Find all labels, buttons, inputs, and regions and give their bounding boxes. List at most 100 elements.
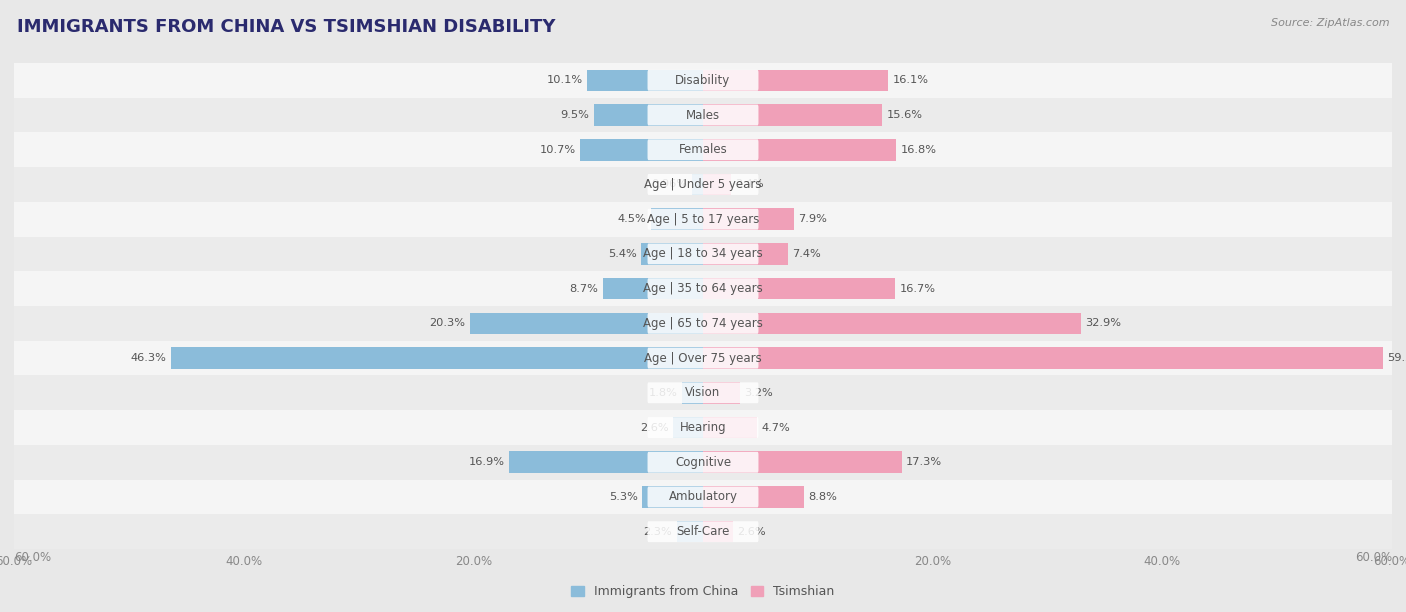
Text: Males: Males [686, 108, 720, 122]
Text: Hearing: Hearing [679, 421, 727, 434]
Bar [703, 278, 894, 299]
Text: 0.96%: 0.96% [651, 179, 688, 190]
FancyBboxPatch shape [648, 452, 758, 472]
Bar [643, 486, 703, 508]
Text: 9.5%: 9.5% [561, 110, 589, 120]
Text: 17.3%: 17.3% [907, 457, 942, 467]
Text: 16.8%: 16.8% [900, 145, 936, 155]
Bar [682, 382, 703, 403]
Text: Age | 65 to 74 years: Age | 65 to 74 years [643, 317, 763, 330]
Text: 60.0%: 60.0% [1355, 551, 1392, 564]
Bar [0, 167, 1406, 202]
FancyBboxPatch shape [648, 382, 758, 403]
Text: 7.9%: 7.9% [799, 214, 827, 224]
Bar [676, 521, 703, 542]
Text: 2.4%: 2.4% [735, 179, 763, 190]
Text: 60.0%: 60.0% [14, 551, 51, 564]
Bar [0, 445, 1406, 480]
Text: 10.1%: 10.1% [547, 75, 582, 85]
Bar [509, 452, 703, 473]
Legend: Immigrants from China, Tsimshian: Immigrants from China, Tsimshian [567, 580, 839, 603]
Text: 2.6%: 2.6% [640, 422, 669, 433]
Bar [703, 486, 804, 508]
FancyBboxPatch shape [648, 174, 758, 195]
FancyBboxPatch shape [648, 70, 758, 91]
Bar [470, 313, 703, 334]
Text: 5.3%: 5.3% [609, 492, 637, 502]
Bar [641, 243, 703, 264]
Text: 16.9%: 16.9% [468, 457, 505, 467]
Bar [581, 139, 703, 160]
Bar [0, 202, 1406, 237]
Text: 16.7%: 16.7% [900, 283, 935, 294]
Bar [603, 278, 703, 299]
Bar [703, 452, 901, 473]
FancyBboxPatch shape [648, 244, 758, 264]
Text: 15.6%: 15.6% [887, 110, 922, 120]
Text: 7.4%: 7.4% [793, 249, 821, 259]
Bar [703, 382, 740, 403]
Bar [0, 375, 1406, 410]
Text: 8.8%: 8.8% [808, 492, 838, 502]
Bar [703, 348, 1382, 369]
Bar [0, 271, 1406, 306]
Text: Females: Females [679, 143, 727, 156]
Bar [651, 209, 703, 230]
Text: 10.7%: 10.7% [540, 145, 575, 155]
Text: 4.7%: 4.7% [762, 422, 790, 433]
Bar [0, 132, 1406, 167]
FancyBboxPatch shape [648, 209, 758, 230]
Bar [703, 209, 794, 230]
Text: Source: ZipAtlas.com: Source: ZipAtlas.com [1271, 18, 1389, 28]
Bar [0, 98, 1406, 132]
Text: Age | 18 to 34 years: Age | 18 to 34 years [643, 247, 763, 261]
Bar [703, 70, 887, 91]
FancyBboxPatch shape [648, 348, 758, 368]
Text: Age | 5 to 17 years: Age | 5 to 17 years [647, 213, 759, 226]
Bar [703, 313, 1081, 334]
Text: Disability: Disability [675, 74, 731, 87]
Bar [692, 174, 703, 195]
FancyBboxPatch shape [648, 487, 758, 507]
Bar [0, 237, 1406, 271]
Bar [0, 63, 1406, 98]
Text: Age | Under 5 years: Age | Under 5 years [644, 178, 762, 191]
FancyBboxPatch shape [648, 313, 758, 334]
FancyBboxPatch shape [648, 521, 758, 542]
FancyBboxPatch shape [648, 140, 758, 160]
Text: 46.3%: 46.3% [131, 353, 167, 363]
Bar [703, 104, 882, 126]
Bar [0, 410, 1406, 445]
Text: 4.5%: 4.5% [619, 214, 647, 224]
Text: 20.3%: 20.3% [429, 318, 465, 329]
Bar [703, 174, 731, 195]
Text: 5.4%: 5.4% [607, 249, 637, 259]
Text: 2.3%: 2.3% [644, 527, 672, 537]
Bar [172, 348, 703, 369]
Bar [703, 521, 733, 542]
FancyBboxPatch shape [648, 105, 758, 125]
Text: Self-Care: Self-Care [676, 525, 730, 538]
Bar [0, 306, 1406, 341]
Text: IMMIGRANTS FROM CHINA VS TSIMSHIAN DISABILITY: IMMIGRANTS FROM CHINA VS TSIMSHIAN DISAB… [17, 18, 555, 36]
Bar [0, 480, 1406, 514]
Bar [0, 514, 1406, 549]
Text: 3.2%: 3.2% [744, 388, 773, 398]
Text: 59.2%: 59.2% [1388, 353, 1406, 363]
Text: Ambulatory: Ambulatory [668, 490, 738, 504]
Bar [703, 417, 756, 438]
Bar [703, 243, 787, 264]
Text: 32.9%: 32.9% [1085, 318, 1122, 329]
Text: Age | 35 to 64 years: Age | 35 to 64 years [643, 282, 763, 295]
Bar [593, 104, 703, 126]
Bar [673, 417, 703, 438]
Text: 1.8%: 1.8% [648, 388, 678, 398]
Text: 2.6%: 2.6% [738, 527, 766, 537]
Text: Vision: Vision [685, 386, 721, 399]
Text: Cognitive: Cognitive [675, 456, 731, 469]
Bar [703, 139, 896, 160]
Text: 16.1%: 16.1% [893, 75, 928, 85]
Bar [0, 341, 1406, 375]
Text: Age | Over 75 years: Age | Over 75 years [644, 351, 762, 365]
Text: 8.7%: 8.7% [569, 283, 599, 294]
